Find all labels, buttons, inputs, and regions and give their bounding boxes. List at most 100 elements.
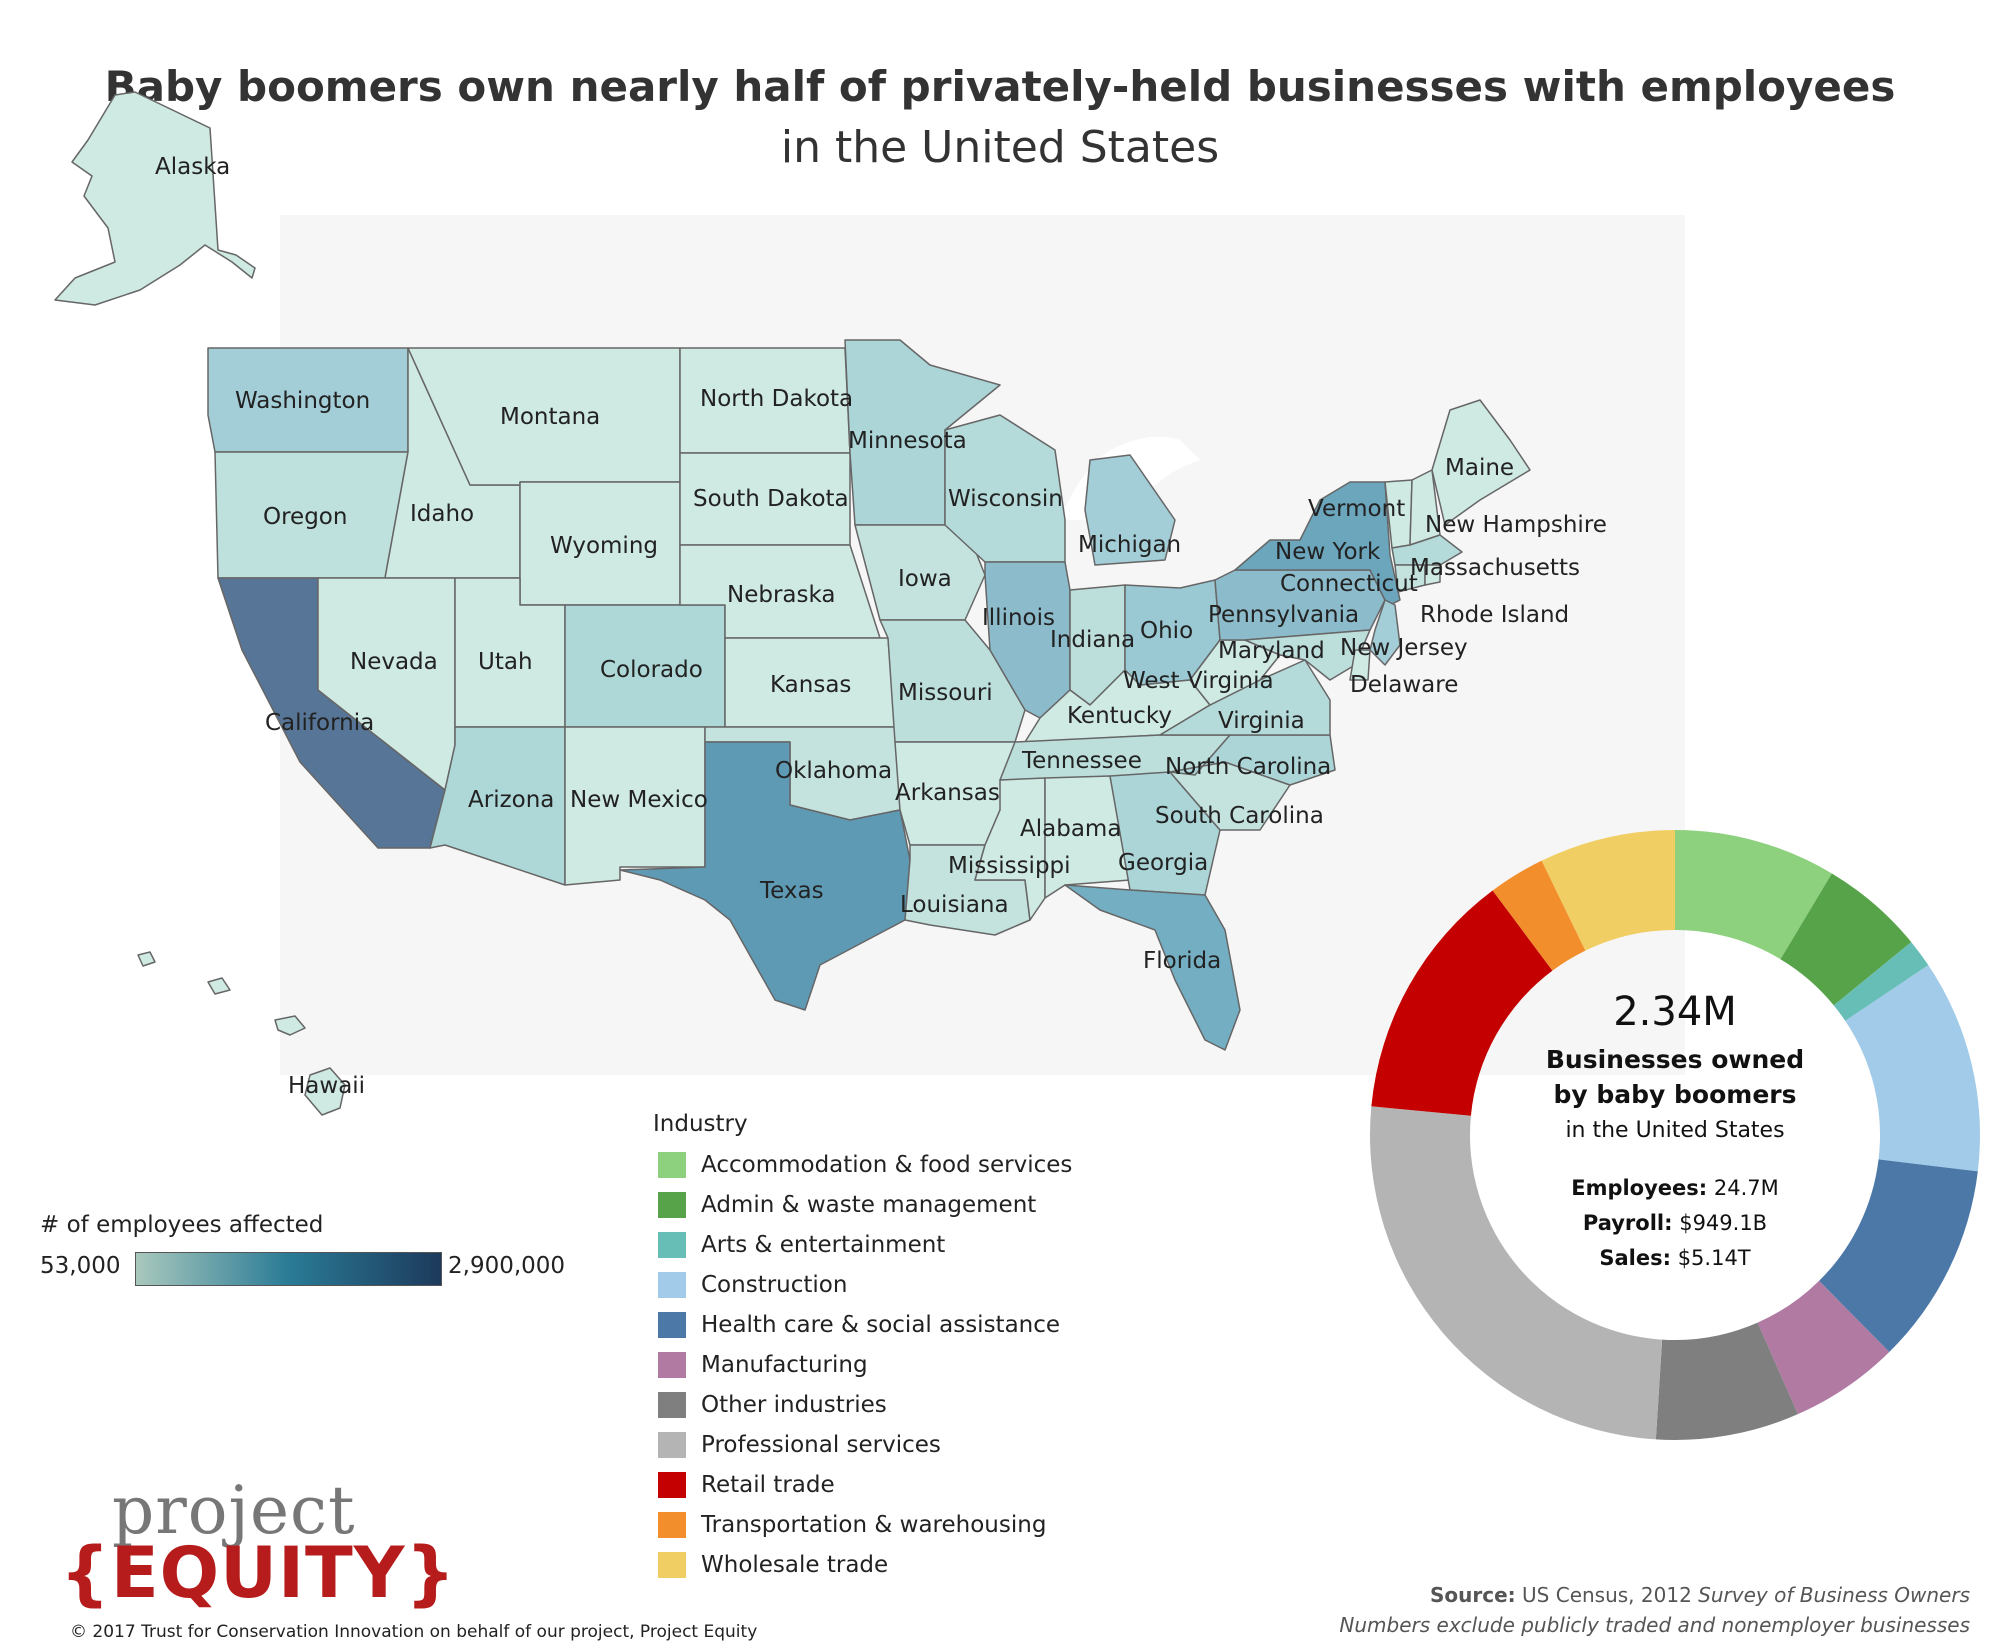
state-hawaii-maui[interactable] — [274, 1015, 306, 1036]
state-label-vermont: Vermont — [1308, 496, 1405, 522]
state-label-arizona: Arizona — [468, 787, 554, 813]
donut-slice-wholesale-trade — [1541, 830, 1675, 951]
industry-legend-item: Arts & entertainment — [658, 1225, 1072, 1265]
donut-center-line2: by baby boomers — [1553, 1080, 1796, 1109]
state-label-arkansas: Arkansas — [895, 780, 1000, 806]
state-missouri[interactable] — [879, 619, 1026, 743]
state-virginia[interactable] — [1159, 659, 1331, 736]
donut-payroll-value: $949.1B — [1679, 1211, 1767, 1235]
state-hawaii-kauai[interactable] — [137, 951, 156, 967]
industry-label: Accommodation & food services — [701, 1152, 1073, 1178]
industry-legend-item: Other industries — [658, 1385, 1072, 1425]
state-delaware[interactable] — [1349, 649, 1371, 681]
industry-label: Admin & waste management — [701, 1192, 1037, 1218]
donut-slice-professional-services — [1370, 1106, 1663, 1440]
state-florida[interactable] — [1064, 884, 1241, 1051]
state-maryland[interactable] — [1244, 629, 1371, 681]
state-rhode-island[interactable] — [1424, 564, 1441, 586]
state-label-alaska: Alaska — [155, 154, 230, 180]
chart-title: Baby boomers own nearly half of privatel… — [104, 62, 1896, 111]
state-label-tennessee: Tennessee — [1021, 748, 1142, 774]
state-label-rhode-island: Rhode Island — [1420, 602, 1569, 628]
employees-legend-min: 53,000 — [40, 1253, 121, 1279]
state-label-indiana: Indiana — [1050, 627, 1135, 653]
industry-label: Manufacturing — [701, 1352, 868, 1378]
state-label-kentucky: Kentucky — [1067, 703, 1172, 729]
state-alaska[interactable] — [54, 91, 256, 306]
state-hawaii[interactable] — [304, 1067, 346, 1116]
state-label-maryland: Maryland — [1218, 638, 1325, 664]
state-maine[interactable] — [1431, 399, 1531, 526]
state-label-south-carolina: South Carolina — [1155, 803, 1324, 829]
state-label-iowa: Iowa — [898, 566, 952, 592]
state-label-missouri: Missouri — [898, 680, 993, 706]
state-label-colorado: Colorado — [600, 657, 703, 683]
state-label-massachusetts: Massachusetts — [1410, 555, 1580, 581]
state-label-delaware: Delaware — [1350, 672, 1458, 698]
industry-legend-title: Industry — [653, 1111, 748, 1137]
donut-center-line3: in the United States — [1565, 1118, 1784, 1143]
industry-swatch — [658, 1272, 686, 1298]
source-key: Source: — [1430, 1583, 1516, 1607]
copyright-text: © 2017 Trust for Conservation Innovation… — [70, 1622, 758, 1642]
employees-gradient-bar — [135, 1252, 442, 1286]
state-label-montana: Montana — [500, 404, 600, 430]
state-alabama[interactable] — [1044, 775, 1131, 899]
state-label-florida: Florida — [1143, 948, 1221, 974]
state-label-utah: Utah — [478, 649, 533, 675]
state-label-washington: Washington — [235, 388, 370, 414]
source-title: Survey of Business Owners — [1698, 1583, 1970, 1607]
state-label-ohio: Ohio — [1140, 618, 1193, 644]
donut-employees-value: 24.7M — [1714, 1176, 1779, 1200]
industry-label: Retail trade — [701, 1472, 835, 1498]
state-label-nebraska: Nebraska — [727, 582, 836, 608]
donut-payroll: Payroll: $949.1B — [1583, 1211, 1767, 1235]
state-label-virginia: Virginia — [1218, 708, 1305, 734]
donut-sales-key: Sales: — [1599, 1246, 1671, 1270]
industry-label: Other industries — [701, 1392, 887, 1418]
industry-legend-item: Accommodation & food services — [658, 1145, 1072, 1185]
donut-slice-construction — [1845, 965, 1980, 1172]
state-label-kansas: Kansas — [770, 672, 851, 698]
state-new-jersey[interactable] — [1369, 599, 1401, 666]
industry-swatch — [658, 1552, 686, 1578]
donut-sales-value: $5.14T — [1678, 1246, 1751, 1270]
industry-label: Health care & social assistance — [701, 1312, 1061, 1338]
state-label-nevada: Nevada — [350, 649, 438, 675]
state-label-north-dakota: North Dakota — [700, 386, 853, 412]
state-georgia[interactable] — [1109, 771, 1221, 896]
state-label-connecticut: Connecticut — [1280, 571, 1418, 597]
state-label-south-dakota: South Dakota — [693, 486, 849, 512]
industry-legend-item: Health care & social assistance — [658, 1305, 1072, 1345]
state-hawaii-oahu[interactable] — [207, 977, 231, 995]
state-michigan[interactable] — [1084, 454, 1176, 566]
industry-swatch — [658, 1192, 686, 1218]
industry-label: Transportation & warehousing — [701, 1512, 1047, 1538]
state-label-new-york: New York — [1275, 539, 1381, 565]
state-label-hawaii: Hawaii — [288, 1073, 365, 1099]
state-new-york[interactable] — [1234, 481, 1401, 606]
state-label-minnesota: Minnesota — [848, 428, 967, 454]
industry-legend-item: Retail trade — [658, 1465, 1072, 1505]
state-label-north-carolina: North Carolina — [1165, 754, 1331, 780]
state-label-illinois: Illinois — [982, 605, 1055, 631]
state-texas[interactable] — [619, 741, 911, 1011]
source-note: Source: US Census, 2012 Survey of Busine… — [1339, 1580, 1970, 1640]
state-label-louisiana: Louisiana — [900, 892, 1009, 918]
state-label-west-virginia: West Virginia — [1123, 668, 1274, 694]
donut-slice-arts-entertainment — [1833, 942, 1929, 1021]
state-label-new-hampshire: New Hampshire — [1425, 512, 1607, 538]
logo-equity: {EQUITY} — [60, 1532, 457, 1614]
industry-label: Arts & entertainment — [701, 1232, 946, 1258]
donut-slice-health-care-social-assistance — [1819, 1159, 1978, 1353]
state-label-oklahoma: Oklahoma — [775, 758, 892, 784]
donut-employees-key: Employees: — [1571, 1176, 1707, 1200]
source-line: Source: US Census, 2012 Survey of Busine… — [1339, 1580, 1970, 1610]
state-label-pennsylvania: Pennsylvania — [1208, 602, 1359, 628]
industry-label: Professional services — [701, 1432, 941, 1458]
state-wisconsin[interactable] — [944, 414, 1066, 563]
state-label-maine: Maine — [1445, 455, 1514, 481]
source-note-text: Numbers exclude publicly traded and none… — [1339, 1613, 1970, 1637]
donut-center-line1: Businesses owned — [1546, 1045, 1804, 1074]
industry-legend-item: Manufacturing — [658, 1345, 1072, 1385]
